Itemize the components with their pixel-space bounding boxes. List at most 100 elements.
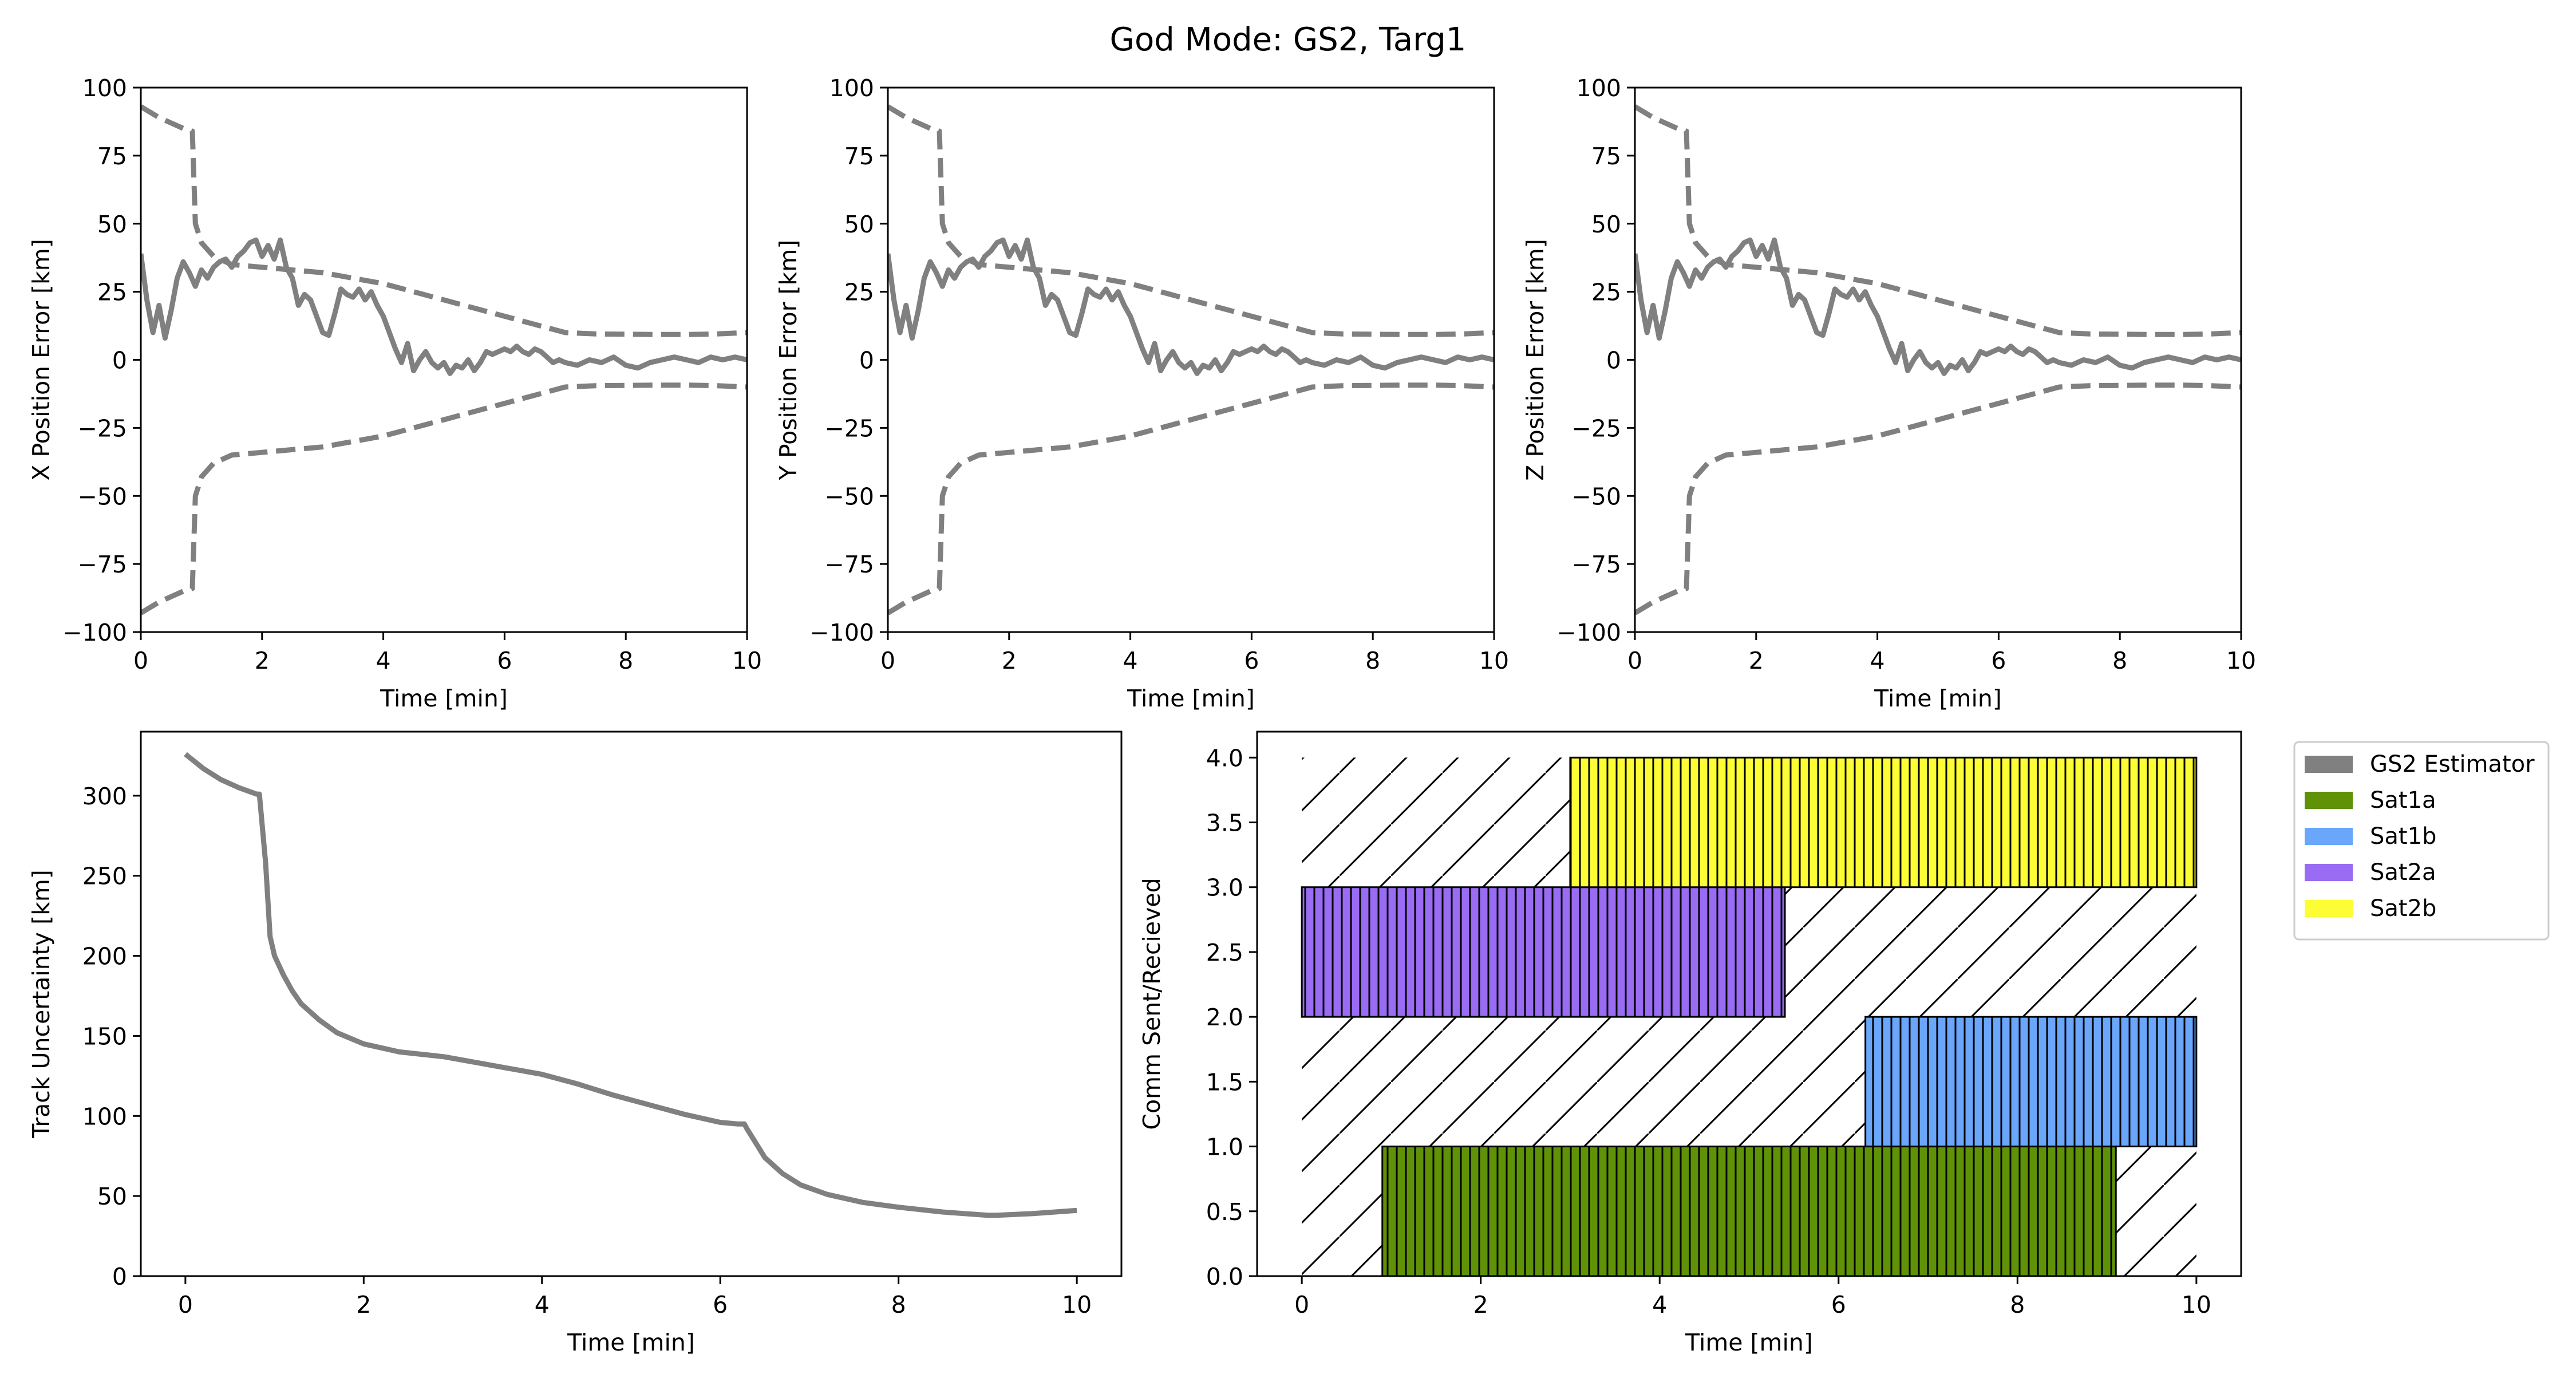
x-tick-label: 6: [713, 1291, 728, 1318]
y-tick-label: 50: [97, 211, 127, 238]
x-tick-label: 6: [1831, 1291, 1846, 1318]
y-axis-label: X Position Error [km]: [27, 239, 55, 480]
plot-data: [141, 104, 747, 615]
y-tick-label: −75: [1571, 551, 1621, 578]
y-tick-label: −100: [62, 619, 127, 646]
x-tick-label: 10: [2182, 1291, 2211, 1318]
y-tick-label: −100: [1556, 619, 1621, 646]
x-axis-label: Time [min]: [1685, 1329, 1813, 1356]
y-tick-label: 3.0: [1206, 874, 1243, 902]
legend-swatch-gs2-estimator: [2305, 756, 2353, 773]
axes-frame: [1256, 731, 2242, 1277]
bound-line-1: [888, 104, 1494, 337]
x-tick-label: 10: [1062, 1291, 1092, 1318]
legend-swatch-sat2a: [2305, 864, 2353, 881]
x-axis-label: Time [min]: [380, 685, 508, 712]
x-tick-label: 10: [732, 647, 762, 674]
y-tick-label: 0: [112, 1263, 127, 1290]
y-tick-label: 1.5: [1206, 1068, 1243, 1096]
bound-line-1: [141, 104, 747, 337]
x-tick-label: 8: [891, 1291, 906, 1318]
legend-box: [2293, 741, 2550, 941]
x-tick-label: 0: [1627, 647, 1642, 674]
error-line-0: [888, 237, 1494, 376]
x-tick-label: 4: [1870, 647, 1885, 674]
y-axis-label: Y Position Error [km]: [775, 240, 802, 480]
y-tick-label: −100: [809, 619, 874, 646]
bound-line-2: [1635, 382, 2241, 615]
x-tick-label: 4: [1123, 647, 1138, 674]
y-tick-label: −25: [1571, 414, 1621, 442]
plot-data: [1635, 104, 2241, 615]
y-tick-label: 2.0: [1206, 1004, 1243, 1031]
x-tick-label: 0: [880, 647, 895, 674]
x-tick-label: 4: [1652, 1291, 1667, 1318]
x-tick-label: 6: [497, 647, 512, 674]
y-tick-label: 50: [1591, 211, 1621, 238]
x-tick-label: 0: [133, 647, 148, 674]
plot-data: [888, 104, 1494, 615]
legend-swatch-sat2b: [2305, 900, 2353, 917]
x-tick-label: 2: [1749, 647, 1764, 674]
x-tick-label: 2: [1002, 647, 1017, 674]
y-tick-label: −25: [77, 414, 127, 442]
error-line-0: [184, 752, 1077, 1218]
y-tick-label: 0: [1606, 347, 1621, 374]
subplot-z_error: 0 2 4 6 8 10 −100 −75 −50 −25 0 25 50 75 100 Time [min]…: [1522, 74, 2256, 712]
legend: GS2 Estimator Sat1a Sat1b Sat2a Sat2b: [2293, 741, 2550, 941]
x-tick-label: 4: [535, 1291, 550, 1318]
bound-line-2: [888, 382, 1494, 615]
bar-hatch-sat1b: [1864, 1016, 2198, 1148]
y-tick-label: 100: [82, 74, 127, 102]
x-tick-label: 8: [618, 647, 633, 674]
y-tick-label: 150: [82, 1022, 127, 1050]
y-axis-label: Track Uncertainty [km]: [27, 870, 55, 1139]
bar-hatch-sat2a: [1301, 886, 1786, 1018]
legend-label-gs2-estimator: GS2 Estimator: [2370, 751, 2535, 777]
y-tick-label: −50: [1571, 483, 1621, 510]
legend-label-sat1b: Sat1b: [2370, 823, 2436, 850]
y-tick-label: 4.0: [1206, 744, 1243, 772]
subplot-y_error: 0 2 4 6 8 10 −100 −75 −50 −25 0 25 50 75 100 Time [min]…: [775, 74, 1509, 712]
plot-data: [184, 752, 1077, 1218]
x-tick-label: 6: [1244, 647, 1259, 674]
x-tick-label: 10: [2226, 647, 2256, 674]
x-tick-label: 8: [1365, 647, 1380, 674]
x-tick-label: 4: [376, 647, 391, 674]
y-tick-label: 100: [1577, 74, 1621, 102]
y-tick-label: 0: [112, 347, 127, 374]
y-tick-label: 200: [82, 943, 127, 970]
y-tick-label: 0.0: [1206, 1263, 1243, 1290]
y-tick-label: 0: [859, 347, 874, 374]
y-tick-label: 250: [82, 863, 127, 890]
y-tick-label: 75: [97, 143, 127, 170]
y-tick-label: −50: [77, 483, 127, 510]
x-tick-label: 8: [2010, 1291, 2025, 1318]
figure-title: God Mode: GS2, Targ1: [1110, 21, 1467, 58]
x-tick-label: 10: [1479, 647, 1509, 674]
y-tick-label: 100: [82, 1103, 127, 1130]
axes-frame: [140, 731, 1123, 1277]
bound-line-2: [141, 382, 747, 615]
y-tick-label: 2.5: [1206, 939, 1243, 966]
x-tick-label: 2: [255, 647, 270, 674]
y-axis-label: Z Position Error [km]: [1522, 239, 1549, 480]
error-line-0: [141, 237, 747, 376]
x-tick-label: 0: [178, 1291, 193, 1318]
y-tick-label: 50: [97, 1183, 127, 1210]
x-tick-label: 6: [1991, 647, 2006, 674]
legend-label-sat1a: Sat1a: [2370, 787, 2436, 814]
plot-data: [1301, 756, 2198, 1276]
x-tick-label: 2: [1473, 1291, 1488, 1318]
y-tick-label: 50: [844, 211, 874, 238]
y-tick-label: −25: [824, 414, 874, 442]
subplot-x_error: 0 2 4 6 8 10 −100 −75 −50 −25 0 25 50 75 100 Time [min]…: [27, 74, 762, 712]
bar-hatch-sat1a: [1381, 1146, 2117, 1276]
y-tick-label: 3.5: [1206, 810, 1243, 837]
y-axis-label: Comm Sent/Recieved: [1138, 878, 1165, 1130]
bound-line-1: [1635, 104, 2241, 337]
y-tick-label: 75: [1591, 143, 1621, 170]
